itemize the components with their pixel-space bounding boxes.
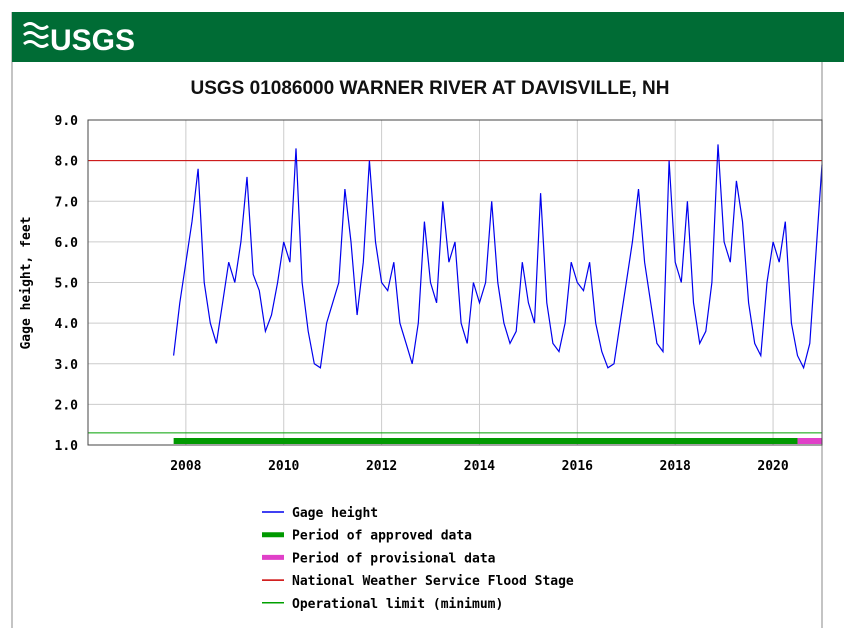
legend-label: Period of provisional data xyxy=(292,551,496,566)
y-axis-label: Gage height, feet xyxy=(19,216,34,349)
x-tick-label: 2016 xyxy=(562,459,593,474)
y-tick-label: 2.0 xyxy=(55,398,79,413)
y-tick-label: 8.0 xyxy=(55,155,79,170)
logo-waves xyxy=(23,22,49,48)
y-tick-label: 4.0 xyxy=(55,317,79,332)
legend-label: National Weather Service Flood Stage xyxy=(292,574,574,589)
plot-frame xyxy=(87,119,823,446)
y-tick-label: 1.0 xyxy=(55,439,79,454)
y-tick-label: 9.0 xyxy=(55,114,79,129)
y-tick-label: 6.0 xyxy=(55,236,79,251)
y-tick-label: 3.0 xyxy=(55,358,79,373)
chart-title: USGS 01086000 WARNER RIVER AT DAVISVILLE… xyxy=(191,78,670,99)
x-tick-label: 2018 xyxy=(660,459,691,474)
y-tick-label: 7.0 xyxy=(55,195,79,210)
legend-label: Gage height xyxy=(292,506,378,521)
series-line xyxy=(173,144,823,370)
x-tick-label: 2010 xyxy=(268,459,299,474)
x-tick-label: 2014 xyxy=(464,459,495,474)
logo: USGS xyxy=(50,24,135,57)
legend-label: Period of approved data xyxy=(292,529,472,544)
banner xyxy=(12,12,844,62)
period-bar xyxy=(173,438,798,444)
x-tick-label: 2012 xyxy=(366,459,397,474)
x-tick-label: 2008 xyxy=(170,459,201,474)
x-tick-label: 2020 xyxy=(757,459,788,474)
legend-label: Operational limit (minimum) xyxy=(292,597,503,612)
period-bar xyxy=(797,438,822,444)
y-tick-label: 5.0 xyxy=(55,277,79,292)
